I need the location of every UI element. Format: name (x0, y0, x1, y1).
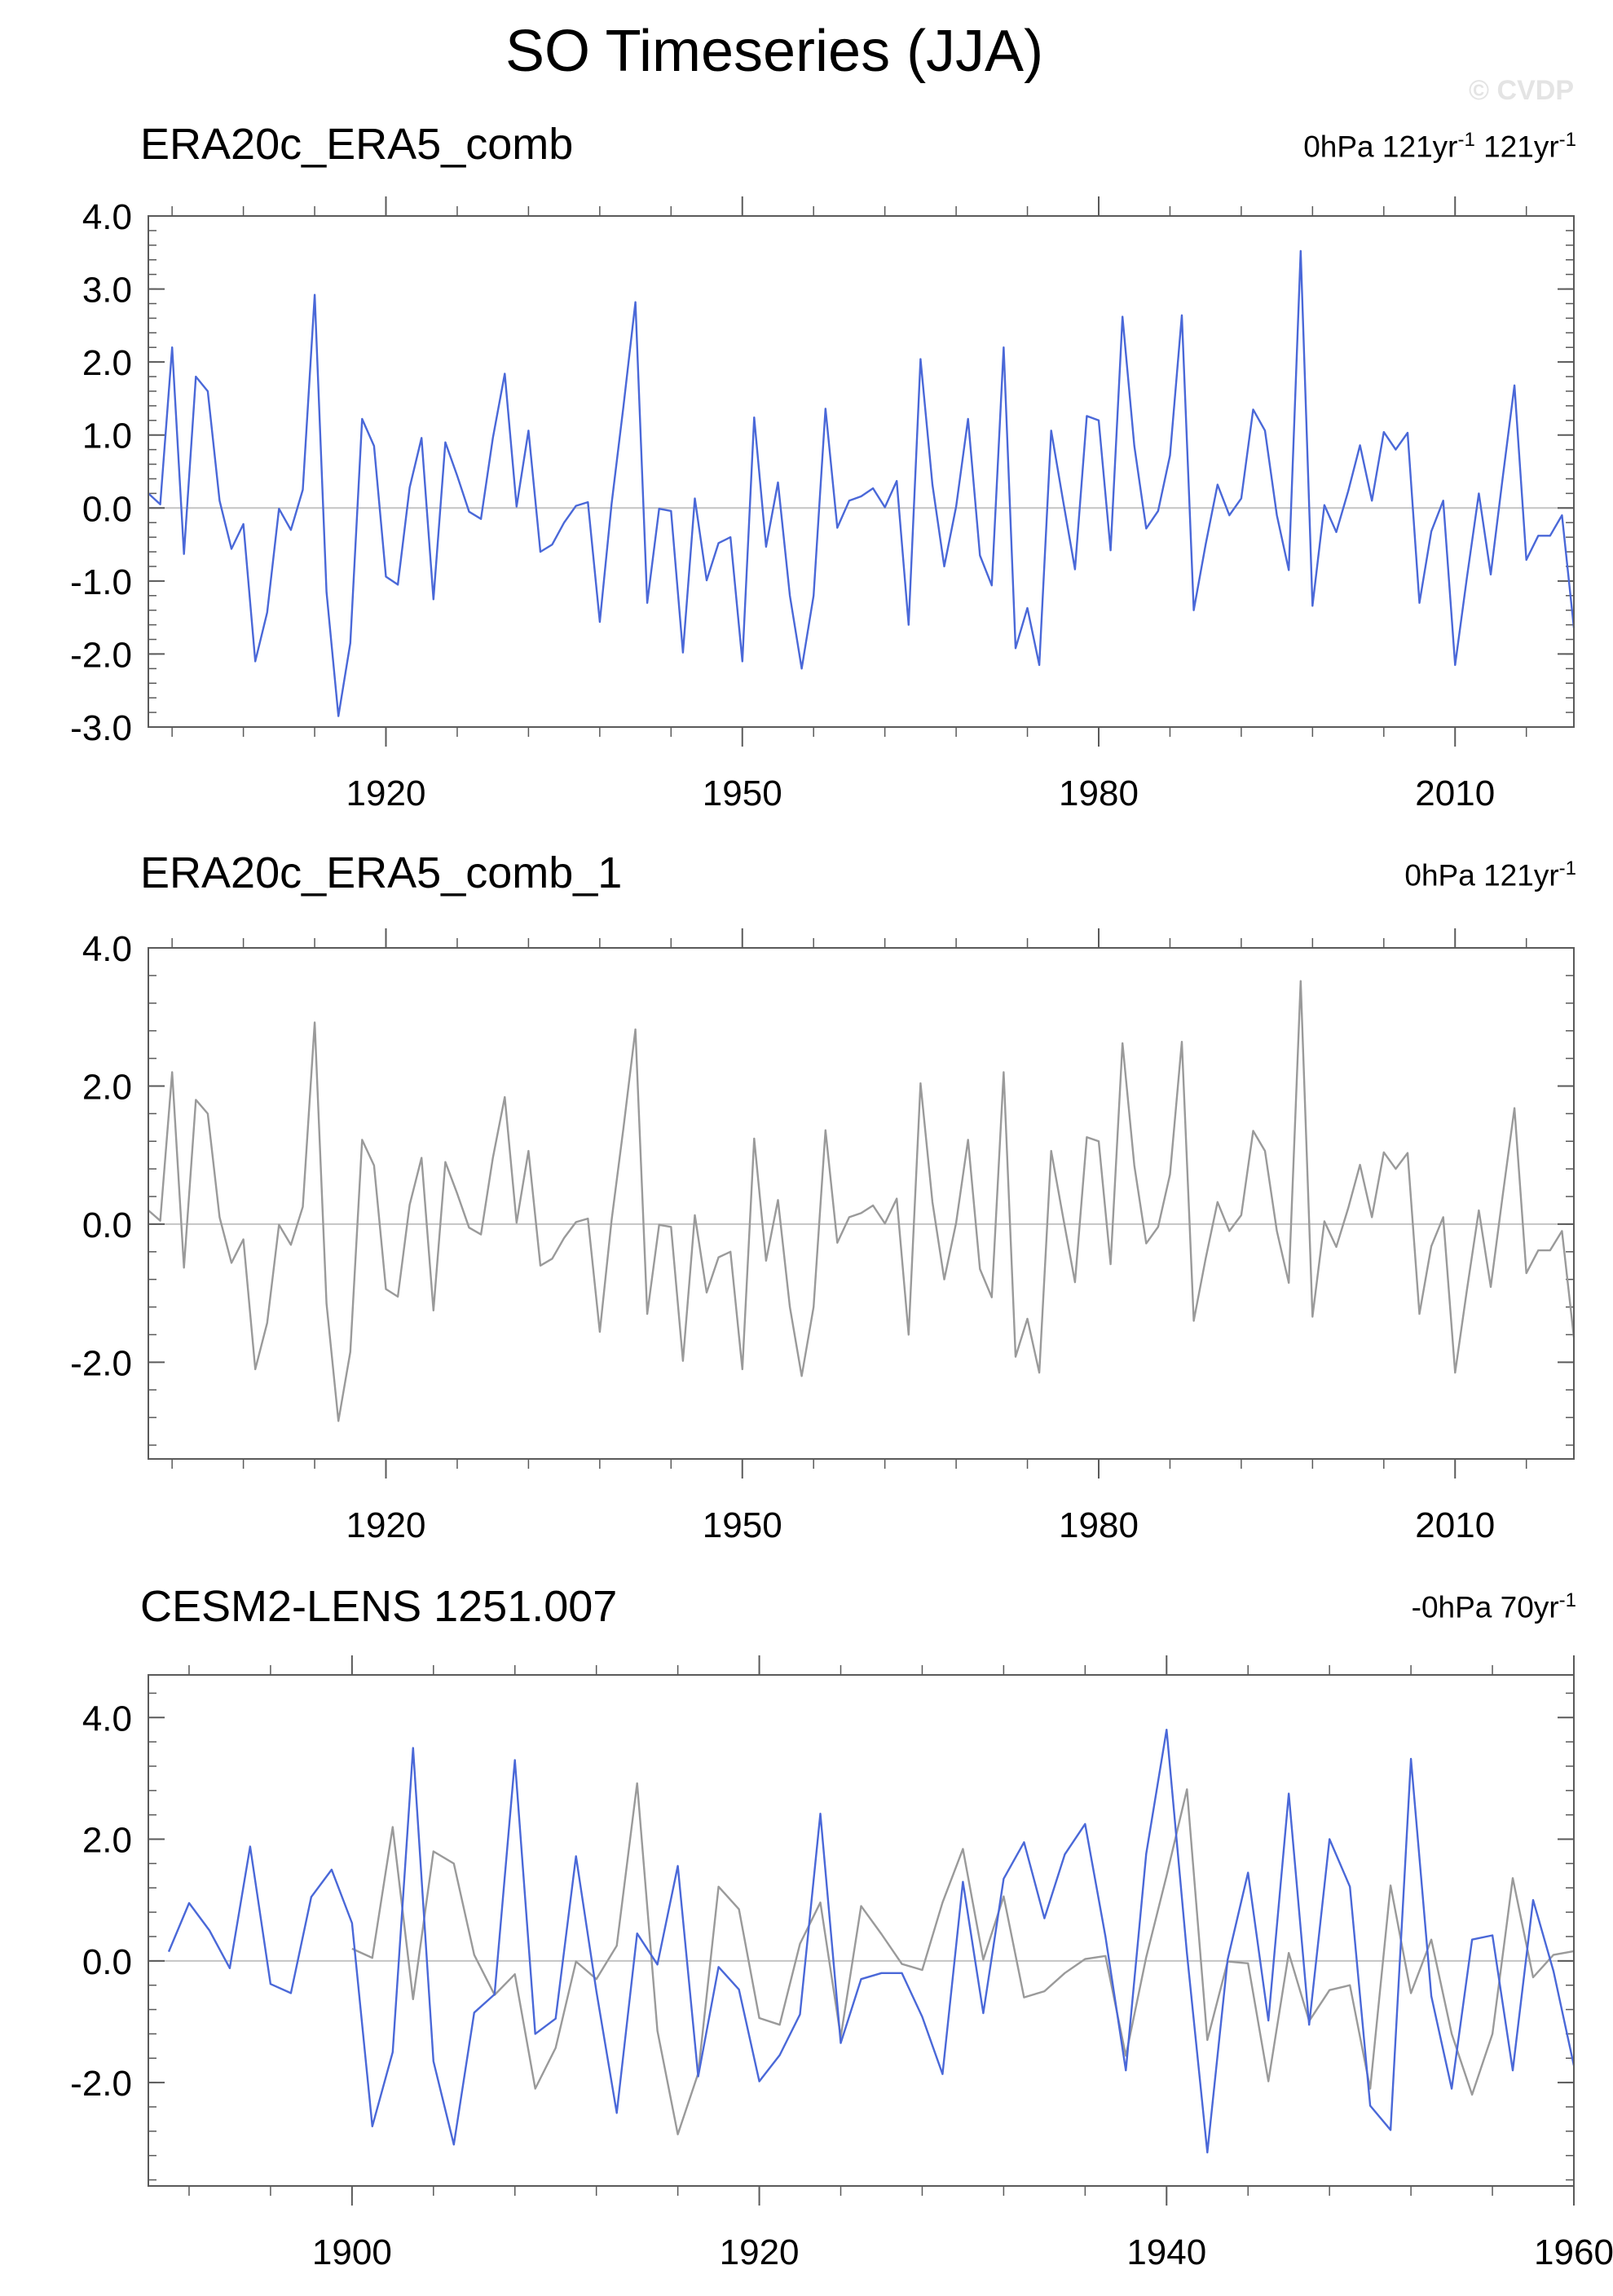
figure-title: SO Timeseries (JJA) (505, 19, 1044, 84)
plot-frame (148, 1674, 1575, 2187)
x-tick-label: 1980 (1059, 773, 1139, 813)
chart-panel-1: -3.0 -2.0 -1.0 0.0 1.0 2.0 3.0 4.0 1920 1950 1980 2… (70, 196, 1576, 813)
x-tick-label: 1920 (346, 773, 426, 813)
y-tick-label: -2.0 (70, 635, 132, 675)
panel-2-title: ERA20c_ERA5_comb_1 (140, 848, 623, 897)
x-tick-label: 1960 (1534, 2232, 1613, 2272)
panel-1-stats-exp: -1 (1457, 129, 1475, 151)
y-tick-label: 2.0 (82, 343, 132, 383)
x-tick-label: 1980 (1059, 1505, 1139, 1545)
series-line-1 (148, 249, 1576, 717)
x-tick-label: 2010 (1415, 1505, 1495, 1545)
y-tick-label: -3.0 (70, 708, 132, 748)
y-tick-label: 0.0 (82, 1942, 132, 1982)
panel-1-stats-text-2: 121yr (1474, 130, 1559, 164)
series-line-2 (167, 1728, 1576, 2154)
x-tick-label: 1900 (312, 2232, 392, 2272)
y-tick-label: -1.0 (70, 562, 132, 602)
x-tick-label: 2010 (1415, 773, 1495, 813)
panel-3-stats-exp: -1 (1558, 1589, 1576, 1611)
y-tick-label: 2.0 (82, 1821, 132, 1861)
y-tick-label: 4.0 (82, 929, 132, 969)
y-tick-label: 2.0 (82, 1067, 132, 1107)
panel-3-stats: -0hPa 70yr-1 (1412, 1589, 1576, 1624)
plot-frame (148, 215, 1575, 728)
series-line-1 (351, 1782, 1575, 2135)
panel-2-stats-text: 0hPa 121yr (1404, 858, 1559, 892)
y-tick-label: -2.0 (70, 1343, 132, 1383)
y-tick-label: 4.0 (82, 1699, 132, 1739)
y-tick-label: 0.0 (82, 489, 132, 529)
chart-panel-2: -2.0 0.0 2.0 4.0 1920 1950 1980 2010 (70, 928, 1576, 1545)
x-tick-label: 1920 (346, 1505, 426, 1545)
x-tick-label: 1920 (720, 2232, 800, 2272)
x-tick-label: 1950 (703, 1505, 782, 1545)
y-tick-label: 3.0 (82, 271, 132, 311)
x-tick-label: 1940 (1126, 2232, 1206, 2272)
y-tick-label: 1.0 (82, 416, 132, 456)
panel-2-stats: 0hPa 121yr-1 (1404, 857, 1576, 892)
panel-3-title: CESM2-LENS 1251.007 (140, 1582, 618, 1631)
panel-2-stats-exp: -1 (1558, 857, 1576, 879)
panel-3-stats-text: -0hPa 70yr (1411, 1590, 1559, 1624)
y-tick-label: -2.0 (70, 2064, 132, 2104)
plot-frame (148, 947, 1575, 1460)
y-tick-label: 0.0 (82, 1205, 132, 1245)
panel-1-stats-text: 0hPa 121yr (1303, 130, 1458, 164)
y-tick-label: 4.0 (82, 197, 132, 237)
cvdp-watermark: © CVDP (1469, 75, 1574, 106)
panel-1-stats: 0hPa 121yr-1 121yr-1 (1303, 129, 1576, 164)
panel-1-stats-exp-2: -1 (1558, 129, 1576, 151)
x-tick-label: 1950 (703, 773, 782, 813)
series-line-1 (148, 980, 1576, 1422)
panel-1-title: ERA20c_ERA5_comb (140, 120, 574, 169)
chart-panel-3: -2.0 0.0 2.0 4.0 1900 1920 1940 1960 (70, 1655, 1613, 2272)
